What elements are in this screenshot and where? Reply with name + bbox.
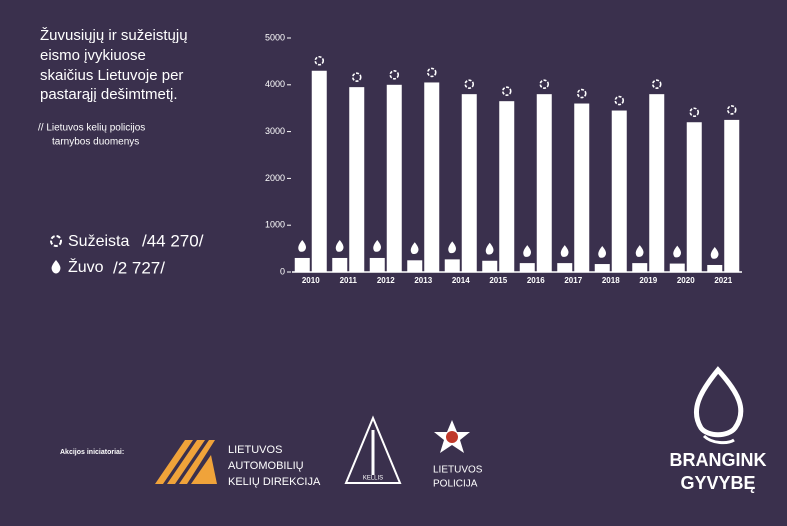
title-line: pastarąjį dešimtmetį. — [40, 86, 178, 103]
title-line: skaičius Lietuvoje per — [40, 67, 183, 84]
y-tick-label: 2000 — [265, 173, 285, 183]
bar-icon — [689, 107, 700, 118]
bar-icon — [673, 245, 681, 258]
legend-total: /2 727/ — [113, 258, 165, 277]
bar — [499, 101, 515, 273]
bar — [707, 264, 723, 272]
y-tick-label: 4000 — [265, 79, 285, 89]
legend-label: Žuvo — [68, 257, 104, 276]
bar-icon — [389, 70, 400, 80]
bar — [611, 110, 627, 272]
kelis-logo — [344, 415, 402, 484]
bar-icon — [335, 239, 344, 252]
source: tarnybos duomenys — [52, 137, 139, 148]
bar — [724, 119, 740, 273]
bar-icon — [651, 79, 662, 89]
bar-icon — [485, 242, 494, 255]
y-tick-label: 0 — [280, 266, 285, 276]
campaign-text: GYVYBĘ — [680, 473, 755, 493]
bar — [632, 263, 648, 272]
x-tick-label: 2010 — [302, 276, 320, 285]
bar-icon — [464, 79, 475, 89]
bar-icon — [614, 95, 625, 106]
bar-icon — [501, 86, 512, 96]
bar — [461, 94, 477, 272]
bar — [349, 87, 365, 272]
bar-icon — [635, 245, 644, 257]
x-tick-label: 2019 — [639, 276, 657, 285]
police-text: POLICIJA — [433, 479, 478, 490]
bar-icon — [710, 246, 719, 259]
bar-icon — [726, 105, 737, 115]
x-tick-label: 2017 — [564, 276, 582, 285]
x-tick-label: 2014 — [452, 276, 470, 285]
bar-icon — [426, 67, 437, 78]
x-tick-label: 2011 — [340, 276, 358, 285]
bar-icon — [314, 55, 325, 66]
title: Žuvusiųjų ir sužeistųjų eismo įvykiuose … — [40, 27, 188, 103]
lakd-text: AUTOMOBILIŲ — [228, 460, 304, 472]
police-logo — [434, 420, 470, 453]
bar — [669, 263, 685, 272]
title-line: Žuvusiųjų ir sužeistųjų — [40, 27, 188, 44]
bar-icon — [448, 241, 456, 254]
bar-icon — [576, 88, 587, 99]
bar — [332, 257, 348, 272]
lakd-logo — [155, 440, 217, 484]
bar — [536, 94, 552, 272]
bar-icon — [539, 79, 550, 89]
bar — [369, 257, 385, 272]
x-tick-label: 2016 — [527, 276, 545, 285]
bar — [294, 257, 310, 272]
x-tick-label: 2021 — [714, 276, 732, 285]
bar — [686, 122, 702, 273]
x-tick-label: 2018 — [602, 276, 620, 285]
bar-icon — [373, 239, 381, 252]
legend-icon-injured — [50, 235, 62, 247]
legend-icon-killed — [51, 260, 61, 274]
bar — [649, 94, 665, 272]
bar-icon — [598, 246, 606, 258]
x-tick-label: 2013 — [414, 276, 432, 285]
y-tick-label: 3000 — [265, 126, 285, 136]
kelis-text: KELLIS — [363, 476, 383, 482]
bar-icon — [410, 242, 419, 255]
initiators: Akcijos iniciatoriai: — [60, 449, 124, 456]
title-line: eismo įvykiuose — [40, 47, 146, 64]
bar — [444, 259, 460, 272]
x-tick-label: 2015 — [489, 276, 507, 285]
bar-icon — [351, 72, 362, 82]
campaign-logo — [694, 366, 744, 445]
source: // Lietuvos kelių policijos — [38, 123, 145, 134]
bar — [311, 70, 327, 272]
x-tick-label: 2020 — [677, 276, 695, 285]
legend-label: Sužeista — [68, 233, 129, 250]
bar — [557, 263, 573, 272]
campaign-text: BRANGINK — [670, 450, 767, 470]
y-tick-label: 1000 — [265, 220, 285, 230]
legend-total: /44 270/ — [142, 231, 204, 250]
plot: 0 1000 2000 3000 4000 5000 2010 2011 2012 2013 201… — [265, 32, 742, 285]
bar — [482, 260, 498, 272]
lakd-text: KELIŲ DIREKCIJA — [228, 476, 321, 488]
x-tick-label: 2012 — [377, 276, 395, 285]
bar — [594, 264, 610, 272]
bar-icon — [298, 239, 306, 252]
bar — [574, 103, 590, 273]
bar — [386, 84, 402, 272]
bar-icon — [523, 245, 531, 257]
police-text: LIETUVOS — [433, 465, 483, 476]
bar — [407, 260, 423, 272]
y-tick-label: 5000 — [265, 32, 285, 42]
bar — [519, 263, 535, 272]
lakd-text: LIETUVOS — [228, 444, 282, 456]
bar-icon — [560, 245, 569, 257]
bar — [424, 82, 440, 273]
